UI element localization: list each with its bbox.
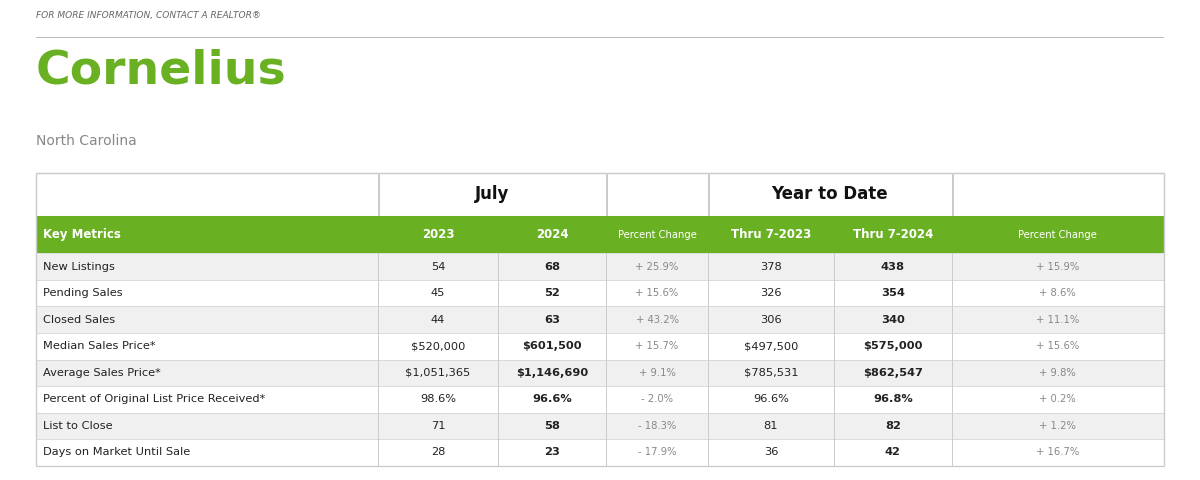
Text: + 8.6%: + 8.6%	[1039, 288, 1076, 298]
Text: 96.8%: 96.8%	[872, 394, 913, 404]
Text: Pending Sales: Pending Sales	[43, 288, 122, 298]
Text: 71: 71	[431, 421, 445, 431]
Text: FOR MORE INFORMATION, CONTACT A REALTOR®: FOR MORE INFORMATION, CONTACT A REALTOR®	[36, 11, 260, 20]
Text: 96.6%: 96.6%	[532, 394, 572, 404]
Text: Median Sales Price*: Median Sales Price*	[43, 341, 156, 351]
Text: 2024: 2024	[535, 228, 569, 241]
Text: + 9.1%: + 9.1%	[638, 368, 676, 378]
Text: 438: 438	[881, 262, 905, 272]
Text: $1,146,690: $1,146,690	[516, 368, 588, 378]
Text: 63: 63	[544, 315, 560, 325]
Text: + 15.6%: + 15.6%	[635, 288, 679, 298]
Text: July: July	[475, 185, 509, 204]
Text: 82: 82	[884, 421, 901, 431]
Text: + 0.2%: + 0.2%	[1039, 394, 1076, 404]
Text: 54: 54	[431, 262, 445, 272]
Text: 96.6%: 96.6%	[754, 394, 788, 404]
Text: + 11.1%: + 11.1%	[1036, 315, 1080, 325]
Text: - 2.0%: - 2.0%	[641, 394, 673, 404]
Text: List to Close: List to Close	[43, 421, 113, 431]
Text: 42: 42	[884, 447, 901, 457]
Text: 52: 52	[544, 288, 560, 298]
Text: - 18.3%: - 18.3%	[638, 421, 676, 431]
Text: $601,500: $601,500	[522, 341, 582, 351]
Text: 23: 23	[544, 447, 560, 457]
Text: Days on Market Until Sale: Days on Market Until Sale	[43, 447, 191, 457]
Text: New Listings: New Listings	[43, 262, 115, 272]
Text: 2023: 2023	[421, 228, 455, 241]
Text: 306: 306	[760, 315, 782, 325]
Text: 68: 68	[544, 262, 560, 272]
Text: 326: 326	[761, 288, 781, 298]
Text: $520,000: $520,000	[410, 341, 466, 351]
Text: + 15.7%: + 15.7%	[635, 341, 679, 351]
Text: 44: 44	[431, 315, 445, 325]
Text: Thru 7-2023: Thru 7-2023	[731, 228, 811, 241]
Text: Closed Sales: Closed Sales	[43, 315, 115, 325]
Text: + 15.9%: + 15.9%	[1036, 262, 1080, 272]
Text: Average Sales Price*: Average Sales Price*	[43, 368, 161, 378]
Text: 58: 58	[544, 421, 560, 431]
Text: + 15.6%: + 15.6%	[1036, 341, 1080, 351]
Text: Percent Change: Percent Change	[618, 230, 696, 240]
Text: Thru 7-2024: Thru 7-2024	[853, 228, 932, 241]
Text: $785,531: $785,531	[744, 368, 798, 378]
Text: 36: 36	[764, 447, 778, 457]
Text: $497,500: $497,500	[744, 341, 798, 351]
Text: 98.6%: 98.6%	[420, 394, 456, 404]
Text: Percent Change: Percent Change	[1019, 230, 1097, 240]
Text: 81: 81	[763, 421, 779, 431]
Text: $1,051,365: $1,051,365	[406, 368, 470, 378]
Text: Percent of Original List Price Received*: Percent of Original List Price Received*	[43, 394, 265, 404]
Text: - 17.9%: - 17.9%	[637, 447, 677, 457]
Text: 28: 28	[431, 447, 445, 457]
Text: $575,000: $575,000	[863, 341, 923, 351]
Text: + 16.7%: + 16.7%	[1036, 447, 1080, 457]
Text: Year to Date: Year to Date	[772, 185, 888, 204]
Text: Cornelius: Cornelius	[36, 48, 287, 93]
Text: 45: 45	[431, 288, 445, 298]
Text: + 1.2%: + 1.2%	[1039, 421, 1076, 431]
Text: 354: 354	[881, 288, 905, 298]
Text: 378: 378	[760, 262, 782, 272]
Text: Key Metrics: Key Metrics	[43, 228, 121, 241]
Text: + 25.9%: + 25.9%	[635, 262, 679, 272]
Text: $862,547: $862,547	[863, 368, 923, 378]
Text: 340: 340	[881, 315, 905, 325]
Text: + 43.2%: + 43.2%	[636, 315, 678, 325]
Text: North Carolina: North Carolina	[36, 134, 137, 148]
Text: + 9.8%: + 9.8%	[1039, 368, 1076, 378]
